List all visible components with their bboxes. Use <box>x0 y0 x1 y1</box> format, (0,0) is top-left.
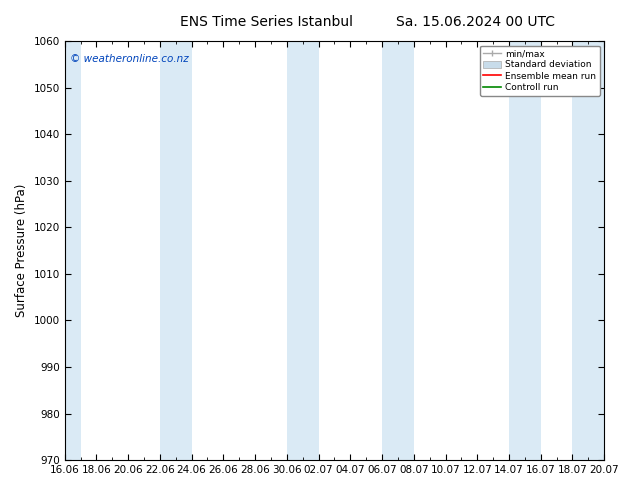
Text: Sa. 15.06.2024 00 UTC: Sa. 15.06.2024 00 UTC <box>396 15 555 29</box>
Text: © weatheronline.co.nz: © weatheronline.co.nz <box>70 53 189 64</box>
Bar <box>160 41 191 460</box>
Text: ENS Time Series Istanbul: ENS Time Series Istanbul <box>180 15 353 29</box>
Bar <box>509 41 541 460</box>
Bar <box>65 41 81 460</box>
Bar <box>573 41 604 460</box>
Legend: min/max, Standard deviation, Ensemble mean run, Controll run: min/max, Standard deviation, Ensemble me… <box>480 46 600 96</box>
Bar <box>287 41 318 460</box>
Y-axis label: Surface Pressure (hPa): Surface Pressure (hPa) <box>15 184 28 318</box>
Bar <box>382 41 414 460</box>
